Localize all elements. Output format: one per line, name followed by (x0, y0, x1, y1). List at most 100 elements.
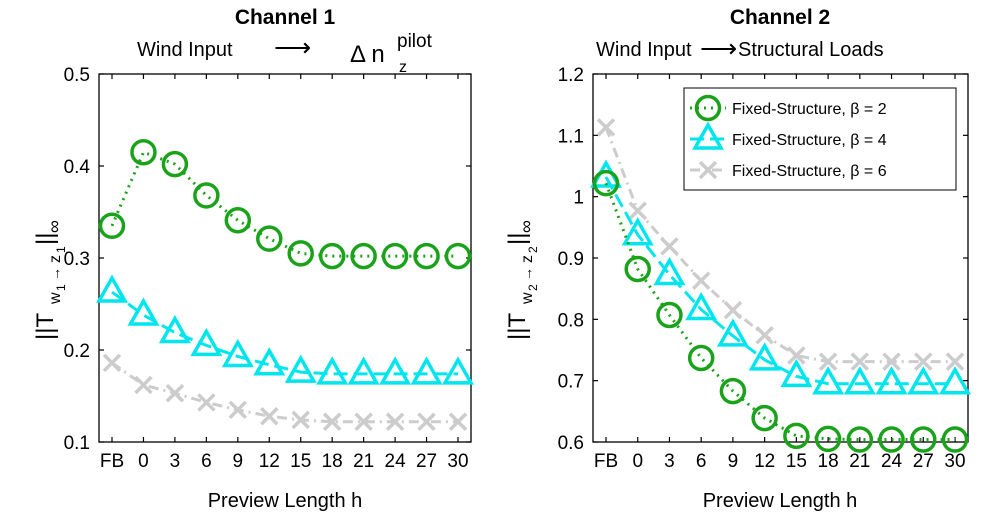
data-point (814, 425, 842, 453)
series-1 (592, 169, 969, 453)
y-tick-label: 0.3 (64, 249, 90, 270)
data-point (914, 352, 933, 371)
data-point (158, 314, 191, 344)
data-point (417, 412, 436, 431)
chart-subtitle: Wind Input ⟶ Δ n z pilot (137, 31, 433, 76)
subtitle-arrow: ⟶ (700, 33, 737, 63)
y-label-norm-close: || (504, 233, 531, 245)
data-point (256, 225, 283, 252)
x-axis-label: Preview Length h (703, 490, 858, 512)
chart-title: Channel 2 (730, 6, 830, 29)
x-tick-label: 18 (818, 451, 839, 472)
data-point (130, 138, 157, 166)
data-point (723, 300, 743, 320)
x-tick-label: 15 (290, 451, 311, 472)
y-tick-label: 0.1 (64, 433, 90, 454)
data-point (322, 412, 342, 431)
y-label-infinity: ∞ (516, 220, 536, 233)
x-tick-label: 6 (696, 451, 707, 472)
y-tick-label: 0.6 (558, 433, 584, 454)
subtitle-left: Wind Input (596, 39, 692, 61)
series-line (604, 126, 955, 364)
legend: Fixed-Structure, β = 2 Fixed-Structure, β… (683, 87, 957, 191)
data-point (787, 346, 806, 365)
y-tick-label: 0.7 (558, 372, 584, 393)
y-label-norm-close: || (32, 233, 59, 245)
data-point (660, 237, 679, 256)
subtitle-symbol: Δ n (350, 41, 385, 68)
plot-area: 0.6 0.7 0.8 0.9 1 1.1 1.2 FB 0 3 6 9 12 15 18 21 24 27 30 F… (558, 65, 971, 472)
y-label-sub-z-index: 2 (526, 246, 540, 253)
data-point (596, 118, 616, 137)
data-point (719, 377, 747, 405)
x-tick-label: 12 (259, 451, 280, 472)
data-point (410, 356, 443, 385)
legend-marker (694, 94, 722, 122)
chart-subtitle: Wind Input ⟶ Structural Loads (596, 33, 884, 63)
legend-label: Fixed-Structure, β = 2 (732, 101, 887, 118)
legend-marker (698, 160, 718, 180)
data-point (379, 356, 412, 385)
chart-title: Channel 1 (235, 6, 336, 29)
data-point (260, 407, 279, 426)
x-tick-label: 0 (138, 451, 149, 472)
data-point (444, 242, 472, 270)
data-point (846, 426, 874, 453)
x-tick-label: 6 (201, 451, 212, 472)
y-label-sub-z-index: 1 (54, 246, 68, 253)
x-tick-label: 3 (664, 451, 675, 472)
y-label-main: ||T (32, 313, 59, 340)
chart-channel-1: Channel 1 Wind Input ⟶ Δ n z pilot ||T w… (32, 6, 474, 512)
data-point (413, 242, 440, 270)
x-tick-label: 30 (944, 451, 965, 472)
data-point (127, 297, 160, 326)
y-label-sub-w: w (519, 292, 536, 305)
y-label-sub-z: z (519, 255, 536, 263)
legend-label: Fixed-Structure, β = 4 (732, 132, 887, 149)
data-point (102, 353, 122, 373)
data-point (691, 271, 711, 290)
x-tick-label: 24 (385, 451, 407, 472)
data-point (224, 207, 252, 234)
data-point (628, 201, 647, 221)
data-point (945, 352, 965, 371)
x-axis-label: Preview Length h (208, 490, 363, 512)
series-3 (596, 118, 965, 371)
y-label-infinity: ∞ (44, 220, 64, 233)
data-point (592, 169, 620, 197)
series-line (111, 361, 458, 424)
x-tick-label: 21 (849, 451, 870, 472)
data-point (161, 150, 189, 178)
data-point (448, 412, 468, 431)
data-point (347, 356, 380, 385)
series-2 (590, 159, 971, 395)
x-tick-label: 15 (786, 451, 807, 472)
legend-label: Fixed-Structure, β = 6 (732, 163, 887, 180)
y-tick-label: 0.9 (558, 249, 584, 270)
legend-marker (692, 121, 724, 150)
data-point (656, 301, 683, 329)
y-tick-label: 0.2 (64, 341, 90, 362)
data-point (385, 412, 405, 431)
data-point (812, 366, 845, 395)
data-point (442, 356, 474, 385)
y-axis-label: ||T w 1 → z 1 || ∞ (32, 220, 68, 340)
subtitle-left: Wind Input (137, 39, 233, 61)
y-tick-label: 0.5 (64, 65, 90, 86)
y-label-sub-z: z (47, 255, 64, 263)
x-tick-label: 27 (416, 451, 437, 472)
x-tick-label: 12 (754, 451, 775, 472)
data-point (350, 242, 377, 270)
series-3 (102, 353, 468, 431)
data-point (878, 426, 905, 453)
data-point (783, 422, 810, 450)
legend-entry: Fixed-Structure, β = 2 (690, 94, 887, 122)
y-label-arrow: → (519, 267, 535, 281)
y-tick-label: 1.2 (558, 65, 584, 86)
data-point (748, 342, 781, 371)
data-point (621, 217, 654, 246)
series-1 (98, 138, 472, 270)
plot-area: 0.1 0.2 0.3 0.4 0.5 FB 0 3 6 9 12 15 18 21 24 27 30 (64, 65, 474, 472)
x-tick-label: 0 (632, 451, 643, 472)
